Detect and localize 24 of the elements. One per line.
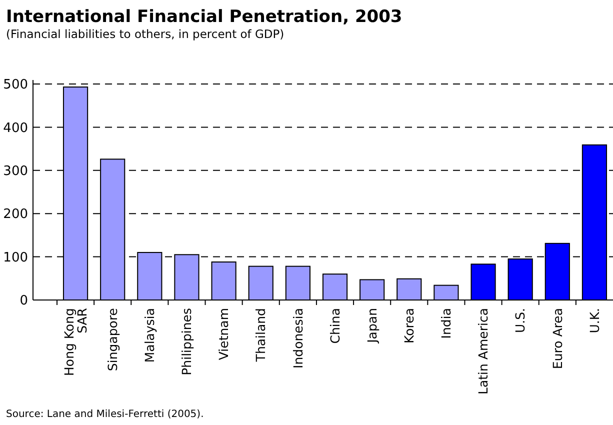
y-tick-label: 0	[20, 294, 28, 309]
x-tick-label: China	[327, 308, 342, 344]
chart-subtitle: (Financial liabilities to others, in percent of GDP)	[6, 27, 284, 41]
y-tick-label: 200	[3, 207, 28, 222]
y-tick-label: 100	[3, 250, 28, 266]
x-tick-label: U.K.	[586, 308, 602, 334]
x-tick-label: Philippines	[179, 308, 194, 376]
x-tick-label: Indonesia	[290, 308, 306, 368]
x-tick-label: India	[438, 308, 454, 339]
x-tick-label: U.S.	[512, 308, 528, 334]
x-tick-label: Vietnam	[216, 308, 232, 360]
y-tick-label: 500	[3, 78, 28, 93]
x-tick-label: Thailand	[253, 308, 268, 363]
x-tick-label: Hong Kong SAR	[61, 308, 90, 376]
x-tick-label: Euro Area	[550, 308, 565, 370]
x-tick-label: Korea	[402, 308, 417, 344]
y-tick-label: 400	[3, 120, 28, 136]
chart-title: International Financial Penetration, 2003	[6, 7, 402, 27]
y-tick-label: 300	[3, 164, 28, 179]
x-tick-label: Singapore	[104, 308, 120, 372]
x-tick-label: Malaysia	[142, 308, 158, 363]
x-tick-label: Latin America	[476, 308, 491, 394]
x-tick-label: Japan	[364, 308, 380, 344]
source-note: Source: Lane and Milesi-Ferretti (2005).	[6, 409, 204, 420]
